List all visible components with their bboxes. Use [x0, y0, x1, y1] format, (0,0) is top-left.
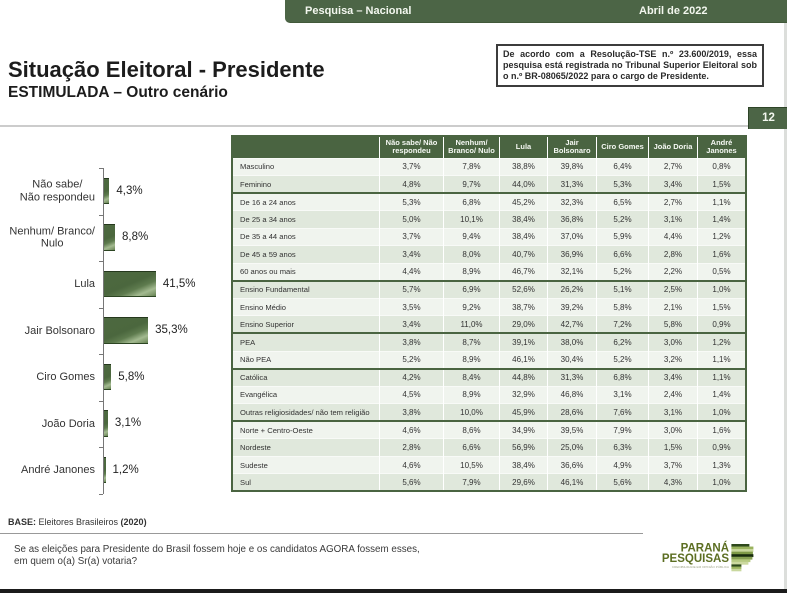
svg-text:CREDIBILIDADE EM OPINIÃO PÚBLI: CREDIBILIDADE EM OPINIÃO PÚBLICA: [672, 564, 730, 569]
svg-text:PESQUISAS: PESQUISAS: [662, 553, 729, 565]
svg-text:PARANÁ: PARANÁ: [681, 542, 729, 555]
